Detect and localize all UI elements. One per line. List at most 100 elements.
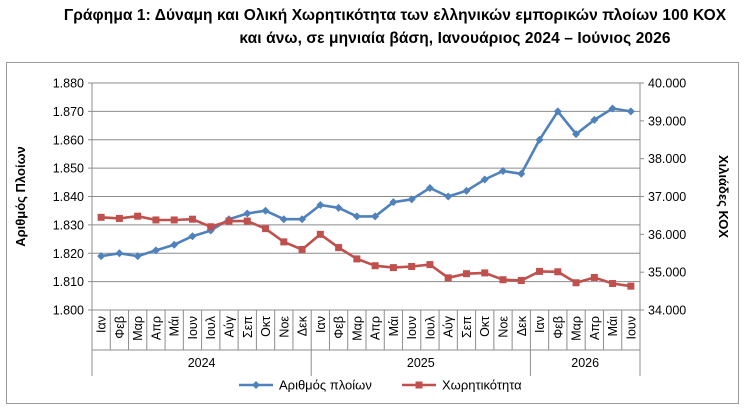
x-year-label: 2025 [407,356,435,370]
chart-title-line-1: Γράφημα 1: Δύναμη και Ολική Χωρητικότητα… [63,7,727,24]
y-tick-label: 1.880 [53,77,84,91]
x-tick-label: Μαρ [131,316,145,341]
data-point [462,186,471,195]
data-point [279,215,288,224]
data-point [334,203,343,212]
line-chart: 1.800 1.810 1.820 1.830 1.840 1.850 1.860 1.870… [13,77,731,393]
x-tick-label: Ιουλ [423,315,437,339]
data-point [499,166,507,175]
data-point [97,213,105,221]
data-point [133,252,142,261]
data-point [627,282,635,290]
x-tick-label: Οκτ [259,316,273,337]
x-tick-label: Μαρ [570,316,584,341]
data-point [572,130,581,139]
data-point [517,276,525,284]
data-point [225,217,233,225]
data-point [170,240,179,249]
data-point [152,216,160,224]
chart-title-line-2: και άνω, σε μηνιαία βάση, Ιανουάριος 202… [239,30,671,47]
x-tick-label: Ιουν [624,316,638,340]
x-tick-label: Απρ [588,316,602,340]
x-tick-label: Απρ [369,316,383,340]
data-point [243,217,251,225]
data-point [188,215,196,223]
data-point [407,195,416,204]
y-tick-label: 1.870 [53,105,84,119]
x-tick-label: Φεβ [551,316,565,339]
x-tick-label: Ιαν [314,316,328,333]
legend-marker [252,381,260,389]
y-tick-label: 1.810 [53,275,84,289]
x-tick-label: Μάι [387,316,401,337]
y2-tick-label: 40.000 [648,77,686,91]
data-point [280,238,288,246]
data-point [243,209,252,218]
y2-tick-label: 37.000 [648,190,686,204]
data-point [353,255,361,263]
data-point [426,261,434,269]
legend-marker [415,381,423,389]
x-tick-label: Ιουν [405,316,419,340]
data-point [572,279,580,287]
data-point [335,244,343,252]
series-line-2 [101,214,632,288]
data-point [480,175,489,184]
data-point [517,169,526,178]
data-point [170,216,178,224]
x-tick-label: Ιουν [186,316,200,340]
series-line-1 [100,107,632,258]
data-point [316,201,325,210]
legend-label: Αριθμός πλοίων [279,378,372,393]
chart-area: 1.800 1.810 1.820 1.830 1.840 1.850 1.860 1.870… [6,62,739,404]
legend-label: Χωρητικότητα [442,378,522,393]
data-point [590,273,598,281]
data-point [352,212,361,221]
x-tick-label: Μάι [606,316,620,337]
data-point [554,268,562,276]
y-tick-label: 1.830 [53,218,84,232]
data-point [261,206,270,215]
data-point [134,212,142,220]
data-point [371,212,380,221]
y2-axis-title: Χιλιάδες ΚΟΧ [716,155,731,238]
data-point [462,270,470,278]
x-tick-label: Οκτ [478,316,492,337]
data-point [115,214,123,222]
data-point [389,264,397,272]
x-tick-label: Φεβ [332,316,346,339]
data-point [444,274,452,282]
x-tick-label: Ιουλ [204,315,218,339]
x-tick-label: Δεκ [515,315,529,336]
y-tick-label: 1.820 [53,247,84,261]
data-point [609,280,617,288]
x-year-label: 2024 [188,356,216,370]
data-point [97,252,106,261]
y-tick-label: 1.850 [53,162,84,176]
data-point [553,107,562,116]
x-tick-label: Μάι [168,316,182,337]
y2-tick-label: 34.000 [648,304,686,318]
data-point [590,115,599,124]
y-tick-label: 1.860 [53,133,84,147]
x-year-label: 2026 [571,356,599,370]
y2-tick-label: 36.000 [648,228,686,242]
x-tick-label: Ιαν [533,316,547,333]
data-point [536,267,544,275]
data-point [262,225,270,233]
y-tick-label: 1.800 [53,304,84,318]
x-tick-label: Αύγ [223,315,237,337]
data-point [207,223,215,231]
x-tick-label: Δεκ [296,315,310,336]
x-tick-label: Φεβ [113,316,127,339]
data-point [188,232,197,241]
data-point [298,245,306,253]
data-point [371,262,379,270]
x-tick-label: Αύγ [442,315,456,337]
data-point [535,135,544,144]
data-point [481,269,489,277]
y2-tick-label: 38.000 [648,152,686,166]
data-point [115,249,124,258]
x-tick-label: Νοε [277,316,291,338]
x-tick-label: Μαρ [350,316,364,341]
